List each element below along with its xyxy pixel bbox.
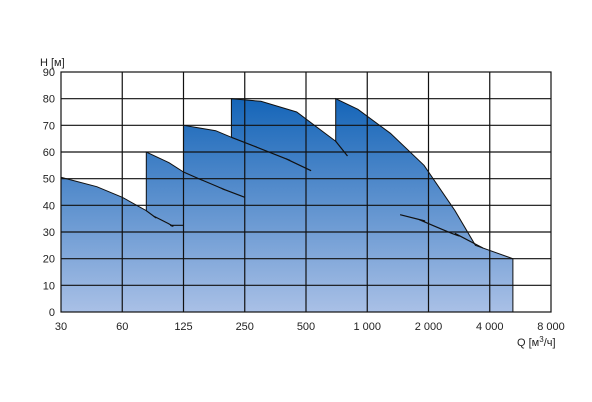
y-tick-label: 20: [43, 254, 55, 266]
x-tick-label: 1 000: [353, 321, 381, 333]
y-tick-label: 90: [43, 67, 55, 79]
pump-curve: [145, 210, 184, 227]
x-tick-label: 60: [116, 321, 128, 333]
x-axis-label-sup: 3: [539, 335, 544, 344]
x-tick-label: 8 000: [537, 321, 565, 333]
y-tick-label: 10: [43, 280, 55, 292]
pump-curve: [183, 171, 246, 198]
performance-curves: [145, 136, 484, 249]
x-tick-label: 2 000: [415, 321, 443, 333]
x-axis-label-prefix: Q [м: [517, 337, 539, 349]
x-tick-label: 4 000: [476, 321, 504, 333]
x-tick-label: 30: [55, 321, 67, 333]
x-tick-labels: 30 60 125 250 500 1 000 2 000 4 000 8 000: [55, 321, 565, 333]
pump-curve: [231, 136, 312, 172]
x-tick-label: 250: [236, 321, 254, 333]
y-tick-label: 50: [43, 174, 55, 186]
pump-curve: [335, 140, 348, 157]
y-tick-label: 0: [49, 307, 55, 319]
y-tick-label: 60: [43, 147, 55, 159]
x-axis-label-suffix: /ч]: [544, 337, 556, 349]
y-tick-label: 80: [43, 94, 55, 106]
x-axis-label: Q [м3/ч]: [517, 335, 556, 349]
x-tick-label: 125: [174, 321, 192, 333]
y-tick-label: 30: [43, 227, 55, 239]
pump-curve: [399, 214, 484, 249]
x-tick-label: 500: [297, 321, 315, 333]
y-tick-label: 40: [43, 200, 55, 212]
y-axis-label: H [м]: [40, 57, 65, 69]
y-tick-label: 70: [43, 120, 55, 132]
grid: [60, 71, 552, 313]
y-tick-labels: 0 10 20 30 40 50 60 70 80 90: [43, 67, 55, 319]
